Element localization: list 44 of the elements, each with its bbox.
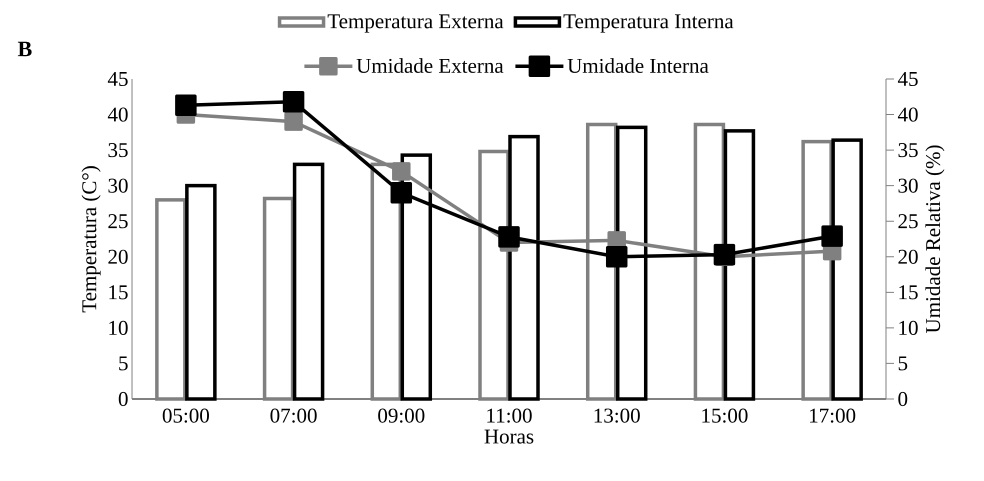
y2-tick-label: 15 (899, 285, 918, 300)
legend-label: Temperatura Externa (328, 14, 504, 33)
y2-tick-label: 25 (898, 214, 918, 228)
point (821, 225, 843, 247)
x-tick-label: 15:00 (702, 408, 748, 423)
y2-tick-label: 40 (898, 107, 918, 122)
x-tick-label: 11:00 (487, 408, 532, 423)
y-tick-label: 0 (118, 392, 128, 406)
point (392, 162, 411, 181)
y-tick-label: 5 (119, 356, 128, 370)
point (284, 112, 303, 131)
y-tick-label: 15 (109, 285, 128, 300)
y2-axis-title: Umidade Relativa (%) (925, 145, 944, 334)
y2-tick-label: 30 (898, 178, 918, 193)
y-tick-label: 40 (108, 107, 128, 122)
point (175, 94, 197, 116)
text: B (18, 42, 32, 56)
y-tick-label: 25 (108, 214, 128, 228)
y2-tick-label: 10 (899, 320, 918, 335)
y-tick-label: 35 (108, 143, 128, 158)
y-tick-label: 20 (108, 250, 128, 264)
point (282, 91, 304, 112)
x-tick-label: 13:00 (594, 408, 640, 423)
y2-tick-label: 35 (898, 143, 918, 158)
y2-tick-label: 20 (898, 250, 918, 264)
y-axis-title: Temperatura (C°) (82, 166, 101, 312)
legend-label: Umidade Interna (568, 58, 709, 73)
legend-label: Umidade Externa (356, 58, 504, 73)
legend-label: Temperatura Interna (564, 14, 734, 33)
x-tick-label: 05:00 (162, 408, 209, 423)
y2-tick-label: 45 (898, 72, 918, 86)
x-axis-title: Horas (484, 430, 534, 444)
point (498, 226, 520, 248)
y2-tick-label: 0 (898, 392, 908, 406)
x-tick-label: 17:00 (810, 408, 856, 423)
y-tick-label: 10 (109, 320, 128, 335)
point (606, 246, 628, 268)
point (390, 182, 412, 204)
y-tick-label: 45 (108, 72, 128, 86)
y2-tick-label: 5 (898, 356, 908, 370)
y-tick-label: 30 (108, 178, 128, 193)
x-tick-label: 07:00 (270, 408, 317, 423)
point (714, 244, 736, 266)
x-tick-label: 09:00 (378, 408, 424, 423)
